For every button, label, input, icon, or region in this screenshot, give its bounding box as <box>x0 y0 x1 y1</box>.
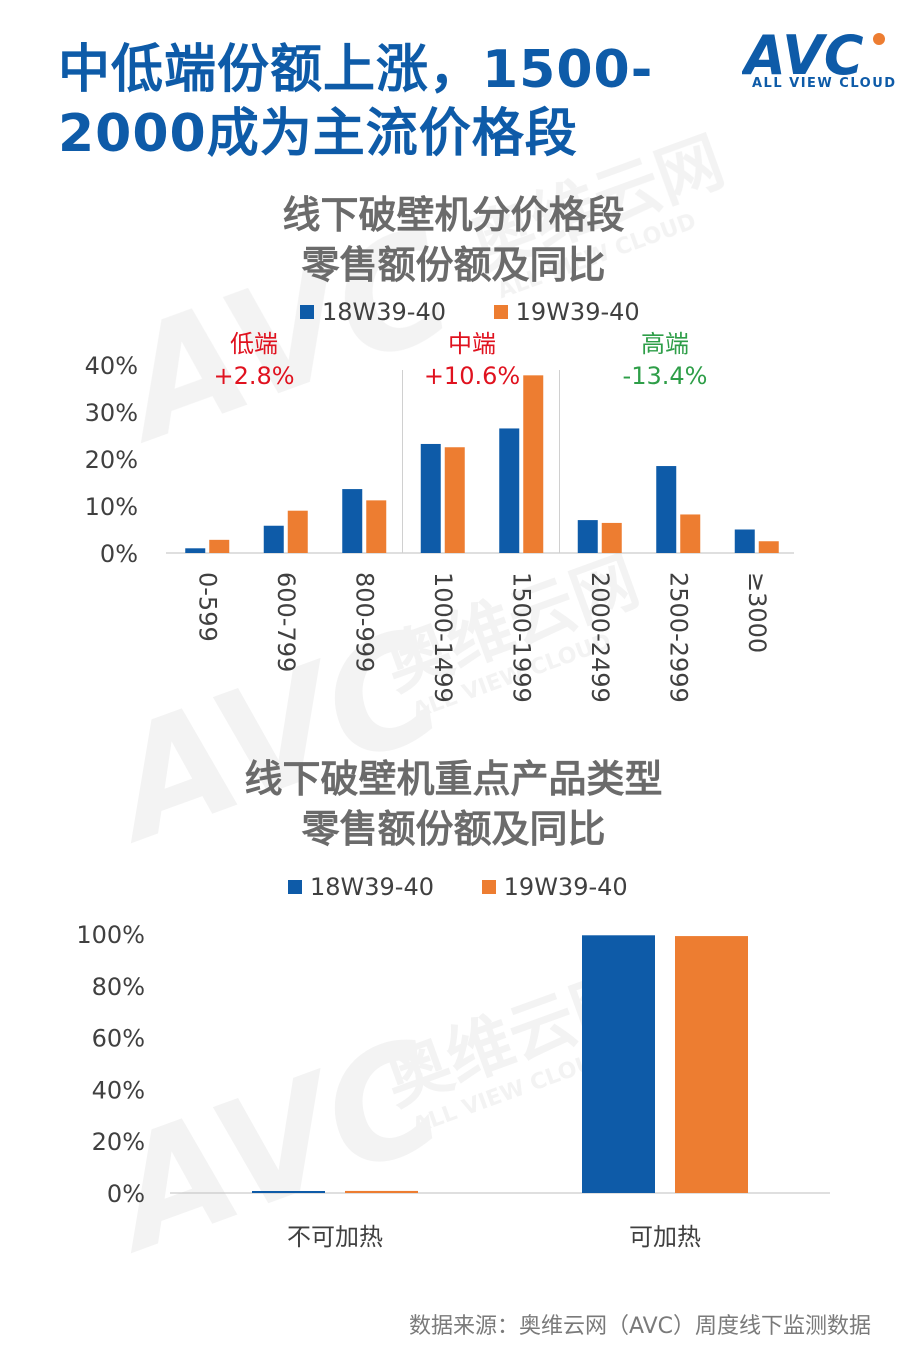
chart1-ytick-label: 0% <box>100 540 138 568</box>
chart1-ytick-label: 30% <box>85 399 138 427</box>
chart2-bar <box>582 935 655 1193</box>
chart2-title: 线下破壁机重点产品类型 零售额份额及同比 <box>0 754 907 854</box>
chart2-category-label: 不可加热 <box>287 1223 383 1251</box>
logo-subtitle: ALL VIEW CLOUD <box>752 76 897 91</box>
chart2-legend: 18W39-40 19W39-40 <box>288 873 668 901</box>
chart2-ytick-label: 60% <box>92 1025 145 1053</box>
chart1-ytick-label: 10% <box>85 493 138 521</box>
chart1-bar <box>444 447 465 553</box>
legend2-swatch-18w <box>288 880 302 894</box>
legend2-item-18w: 18W39-40 <box>288 873 434 901</box>
legend2-item-19w: 19W39-40 <box>481 873 628 901</box>
chart2-ytick-label: 0% <box>107 1180 145 1208</box>
chart1-bar <box>499 428 520 553</box>
chart2-bar <box>252 1191 325 1193</box>
chart1-bar <box>577 520 598 553</box>
chart1-bar <box>523 375 544 553</box>
chart1-title-line2: 零售额份额及同比 <box>301 243 606 287</box>
page-title: 中低端份额上涨，1500-2000成为主流价格段 <box>58 40 654 164</box>
chart2-title-line2: 零售额份额及同比 <box>301 807 606 851</box>
chart2-ytick-label: 80% <box>92 973 145 1001</box>
chart1-plot: 0% 10% 20% 30% 40% 0-599 600-799 800-999 1000-14… <box>85 330 794 703</box>
chart1-segment-change: -13.4% <box>623 362 708 390</box>
chart1-category-label: 600-799 <box>272 572 300 672</box>
chart1-segment-label: 低端 <box>230 330 278 358</box>
chart2-plot: 0% 20% 40% 60% 80% 100% 不可加热 可加热 <box>76 921 830 1251</box>
legend1-item-18w: 18W39-40 <box>300 298 446 326</box>
chart1-bar <box>287 510 308 553</box>
chart1-segment-label: 高端 <box>641 330 689 358</box>
legend1-item-19w: 19W39-40 <box>493 298 640 326</box>
logo-mark: AVC <box>742 24 864 87</box>
data-source-note: 数据来源：奥维云网（AVC）周度线下监测数据 <box>408 1314 871 1339</box>
chart1-bar <box>342 489 363 553</box>
legend1-swatch-18w <box>300 305 314 319</box>
chart1-category-label: 1000-1499 <box>429 572 457 703</box>
chart1-legend: 18W39-40 19W39-40 <box>300 298 680 326</box>
chart1-category-label: 2000-2499 <box>586 572 614 703</box>
legend1-label-18w: 18W39-40 <box>322 298 447 326</box>
chart1-bar <box>366 500 387 553</box>
chart1-bar <box>420 443 441 553</box>
chart1-ytick-label: 20% <box>85 446 138 474</box>
chart2-bar <box>675 936 748 1193</box>
chart1-bar <box>680 514 701 553</box>
chart1-segment-label: 中端 <box>448 330 496 358</box>
chart2-bar <box>345 1190 418 1193</box>
chart1-bar <box>601 522 622 553</box>
chart1-category-label: 2500-2999 <box>664 572 692 703</box>
chart2-category-label: 可加热 <box>629 1223 701 1251</box>
chart2-ytick-label: 40% <box>92 1076 145 1104</box>
chart2-ytick-label: 100% <box>76 921 145 949</box>
chart1-category-label: 0-599 <box>193 572 221 642</box>
chart2-title-line1: 线下破壁机重点产品类型 <box>244 757 663 801</box>
legend1-swatch-19w <box>493 305 508 319</box>
chart1-ytick-label: 40% <box>85 352 138 380</box>
chart1-bar <box>209 539 230 553</box>
avc-logo: AVC <box>742 24 885 87</box>
chart1-category-label: 800-999 <box>350 572 378 672</box>
chart1-category-label: ≥3000 <box>743 572 771 653</box>
logo-dot-icon <box>873 33 885 45</box>
chart1-category-label: 1500-1999 <box>507 572 535 703</box>
chart2-ytick-label: 20% <box>92 1128 145 1156</box>
chart1-segment-change: +2.8% <box>213 362 294 390</box>
chart1-bar <box>656 466 677 553</box>
legend2-label-18w: 18W39-40 <box>310 873 435 901</box>
chart1-bar <box>758 541 779 553</box>
legend2-swatch-19w <box>481 880 496 894</box>
legend1-label-19w: 19W39-40 <box>515 298 640 326</box>
chart1-bar <box>734 529 755 553</box>
legend2-label-19w: 19W39-40 <box>503 873 628 901</box>
chart1-bar <box>263 525 284 553</box>
chart1-bar <box>185 548 206 553</box>
chart1-title-line1: 线下破壁机分价格段 <box>282 193 625 237</box>
chart1-segment-change: +10.6% <box>424 362 520 390</box>
chart1-title: 线下破壁机分价格段 零售额份额及同比 <box>0 190 907 290</box>
